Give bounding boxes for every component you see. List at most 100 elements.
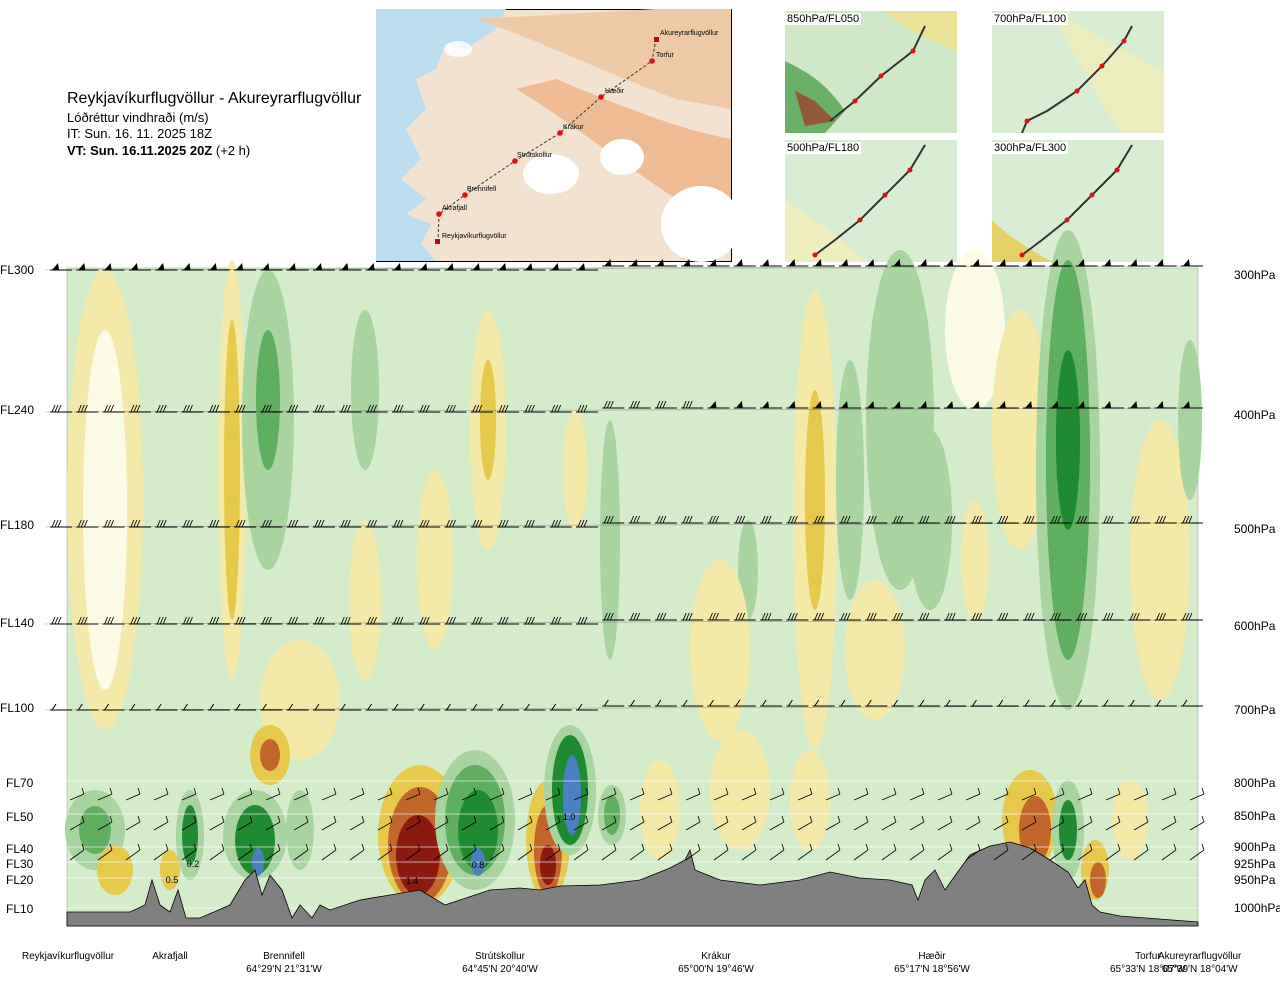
wind-barb (654, 400, 677, 409)
wind-barb-low (853, 787, 869, 801)
wind-barb (996, 259, 1019, 267)
barb-feather (767, 612, 772, 621)
barb-feather (630, 612, 635, 621)
barb-feather (130, 404, 135, 413)
barb-pennant (288, 263, 296, 270)
barb-feather (346, 519, 351, 528)
wind-barb (839, 515, 861, 524)
barb-feather (1077, 612, 1082, 621)
barb-feather (682, 400, 687, 409)
wind-barb-low (405, 843, 421, 861)
wind-barb (1154, 259, 1177, 267)
barb-shaft (69, 849, 85, 861)
contour-region (351, 310, 379, 470)
wind-barb-low (769, 787, 785, 801)
wind-barb (339, 703, 362, 711)
barb-pennant (841, 259, 848, 266)
wind-barb (128, 519, 151, 528)
barb-feather (238, 404, 243, 413)
barb-feather (504, 404, 509, 413)
barb-feather (641, 815, 645, 823)
barb-feather (193, 815, 197, 823)
barb-feather (817, 612, 822, 621)
barb-pennant (919, 259, 927, 266)
barb-feather (1135, 612, 1140, 621)
wind-barb-low (153, 843, 169, 861)
barb-feather (949, 843, 953, 851)
barb-feather (209, 703, 215, 711)
hpa-label: 925hPa (1234, 857, 1276, 871)
barb-feather (1001, 612, 1006, 621)
barb-feather (1117, 787, 1121, 795)
wind-barb-low (965, 787, 981, 801)
barb-shaft (461, 849, 477, 861)
wind-barb-low (937, 815, 953, 831)
barb-shaft (881, 849, 897, 861)
barb-feather (478, 404, 483, 413)
barb-feather (478, 519, 483, 528)
wind-barb (654, 515, 677, 524)
barb-feather (396, 404, 401, 413)
barb-feather (165, 815, 169, 823)
barb-feather (921, 843, 925, 851)
barb-feather (445, 815, 449, 823)
barb-feather (80, 404, 85, 413)
barb-feather (498, 616, 503, 625)
wind-barb (155, 616, 178, 625)
wind-barb-low (573, 787, 589, 801)
wind-barb (181, 616, 204, 625)
barb-feather (340, 616, 345, 625)
barb-feather (249, 815, 253, 823)
barb-feather (577, 404, 582, 413)
barb-feather (346, 616, 351, 625)
wind-barb (76, 263, 99, 271)
barb-shaft (1021, 793, 1037, 801)
barb-feather (820, 515, 825, 524)
barb-shaft (657, 793, 673, 801)
barb-feather (636, 612, 641, 621)
wind-barb-low (545, 787, 561, 801)
barb-shaft (517, 849, 533, 861)
barb-feather (1156, 515, 1161, 524)
barb-pennant (893, 259, 901, 266)
wind-barb (654, 259, 677, 267)
hpa-label: 950hPa (1234, 873, 1276, 887)
barb-feather (1027, 515, 1032, 524)
wind-barb (76, 616, 99, 625)
barb-shaft (349, 793, 365, 801)
waypoint-name: Strútskollur (474, 951, 525, 962)
route-point-marker (512, 158, 518, 164)
wind-barb (207, 519, 230, 528)
barb-feather (288, 404, 293, 413)
wind-barb (50, 703, 72, 711)
barb-feather (949, 815, 953, 823)
wind-barb (391, 404, 414, 413)
wind-barb (391, 616, 414, 625)
barb-feather (389, 787, 393, 795)
barb-feather (501, 815, 505, 823)
barb-feather (949, 787, 953, 795)
wind-barb-low (69, 815, 85, 831)
barb-feather (370, 519, 375, 528)
barb-shaft (1049, 821, 1065, 831)
barb-feather (554, 616, 559, 625)
waypoint: Reykjavíkurflugvöllur (22, 950, 114, 963)
barb-feather (633, 515, 638, 524)
barb-shaft (573, 821, 589, 831)
fl-label: FL100 (0, 701, 35, 715)
barb-feather (110, 404, 115, 413)
wind-barb (497, 616, 520, 625)
wind-barb (944, 699, 967, 707)
waypoint: Krákur 65°00'N 19°46'W (678, 950, 754, 976)
barb-feather (452, 519, 456, 528)
waypoint-name: Akureyrarflugvöllur (1158, 951, 1242, 962)
wind-barb (996, 401, 1019, 409)
wind-barb (576, 519, 598, 528)
barb-shaft (517, 793, 533, 801)
barb-feather (922, 515, 927, 524)
barb-feather (972, 699, 977, 707)
wind-barb (128, 703, 151, 711)
wind-barb-low (321, 815, 337, 831)
level-panel-label: 850hPa/FL050 (785, 13, 862, 25)
barb-feather (343, 519, 348, 528)
